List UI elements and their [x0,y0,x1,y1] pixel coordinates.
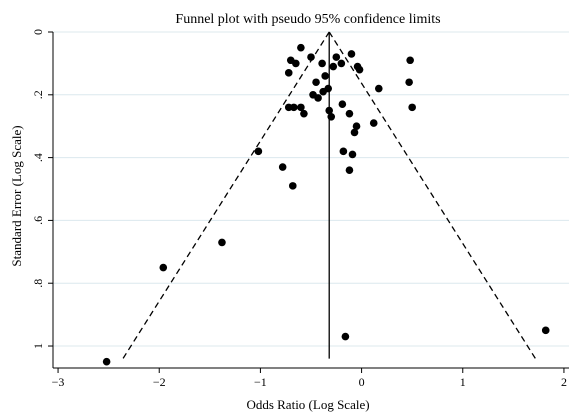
y-tick-label-4: .8 [31,279,45,288]
data-point-12 [332,53,341,61]
y-tick-label-1: .2 [31,90,45,99]
funnel-lines [122,31,536,359]
data-point-19 [405,78,413,87]
y-axis-label: Standard Error (Log Scale) [9,125,24,266]
data-point-26 [325,106,334,115]
data-point-29 [345,109,354,118]
y-tick-label-3: .6 [31,216,45,225]
data-point-7 [312,78,320,87]
y-tick-label-0: 0 [31,29,45,35]
data-point-42 [541,326,550,335]
x-tick-label-2: −1 [254,375,267,389]
chart-title: Funnel plot with pseudo 95% confidence l… [175,12,440,27]
y-tick-label-5: 1 [31,343,45,349]
data-point-17 [329,62,338,71]
data-point-41 [341,332,350,341]
x-tick-label-5: 2 [561,375,567,389]
axes: −3 −2 −1 0 1 2 0 .2 .4 .6 .8 1 [31,29,569,389]
data-point-35 [339,147,348,156]
data-point-38 [288,182,297,190]
data-point-32 [369,119,378,127]
data-point-16 [355,65,364,74]
data-point-21 [408,103,416,112]
x-tick-label-0: −3 [52,375,65,389]
ci-lower-limit-line [122,31,330,359]
data-point-31 [350,128,359,137]
data-point-2 [307,53,315,61]
data-point-23 [290,103,298,112]
data-point-37 [345,166,354,174]
data-point-43 [102,357,111,366]
data-point-40 [159,263,168,272]
data-point-28 [338,100,347,109]
data-point-0 [297,43,305,52]
data-point-33 [254,147,263,156]
data-point-5 [318,59,326,68]
data-point-6 [321,72,329,80]
data-points [102,43,550,366]
data-point-18 [406,56,414,65]
data-point-24 [297,103,305,112]
ci-upper-limit-line [328,31,536,359]
data-point-11 [324,84,333,93]
x-tick-label-1: −2 [153,375,166,389]
data-point-30 [352,122,361,131]
data-point-20 [374,84,383,93]
data-point-27 [327,112,336,121]
data-point-14 [347,50,356,58]
data-point-39 [218,238,226,247]
data-point-3 [286,56,295,65]
y-tick-label-2: .4 [31,153,45,162]
data-point-13 [337,59,346,68]
data-point-36 [348,150,357,159]
data-point-4 [284,69,293,77]
x-axis-label: Odds Ratio (Log Scale) [246,397,369,412]
grid-lines [53,31,569,347]
x-tick-label-3: 0 [359,375,365,389]
data-point-25 [300,109,308,118]
x-tick-label-4: 1 [460,375,466,389]
data-point-10 [314,94,322,102]
data-point-34 [278,163,287,171]
